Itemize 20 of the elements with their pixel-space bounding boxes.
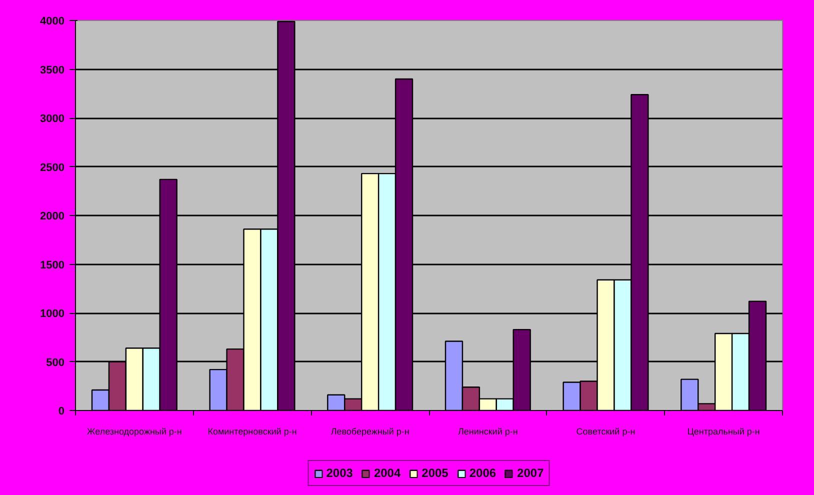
x-tick-label: Левобережный р-н bbox=[330, 426, 410, 436]
y-tick-label: 2500 bbox=[40, 162, 65, 174]
y-tick-label: 3500 bbox=[40, 64, 65, 76]
x-tick-label: Советский р-н bbox=[576, 426, 636, 436]
legend-label: 2007 bbox=[517, 466, 544, 480]
y-tick-label: 0 bbox=[58, 406, 65, 418]
x-tick-label: Железнодорожный р-н bbox=[86, 426, 182, 436]
y-tick-label: 4000 bbox=[40, 16, 65, 28]
legend-label: 2003 bbox=[326, 466, 353, 480]
legend-label: 2005 bbox=[422, 466, 448, 480]
y-tick-label: 1000 bbox=[40, 308, 65, 320]
y-tick-label: 500 bbox=[46, 356, 65, 369]
y-tick-label: 1500 bbox=[40, 259, 65, 272]
y-tick-label: 3000 bbox=[40, 113, 65, 125]
legend-label: 2004 bbox=[374, 466, 401, 480]
x-tick-label: Ленинский р-н bbox=[458, 426, 518, 436]
y-tick-label: 2000 bbox=[40, 210, 65, 222]
legend-label: 2006 bbox=[469, 466, 496, 480]
x-tick-label: Центральный р-н bbox=[687, 426, 760, 436]
x-tick-label: Коминтерновский р-н bbox=[208, 426, 297, 436]
